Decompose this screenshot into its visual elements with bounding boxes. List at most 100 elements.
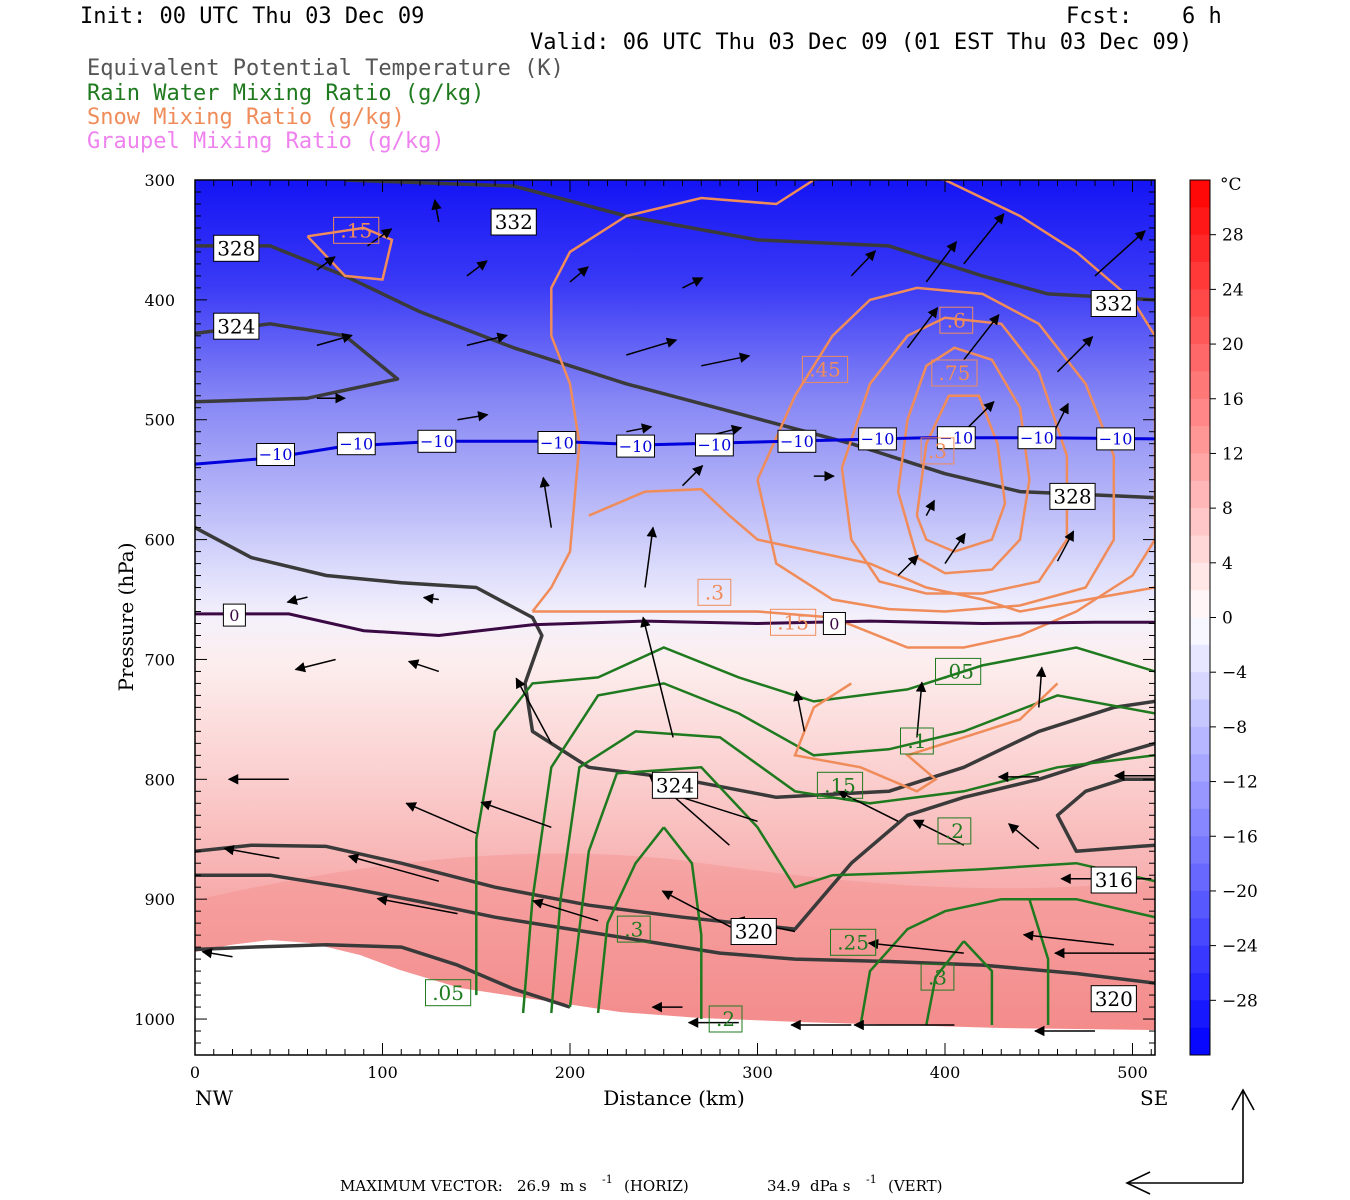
colorbar-band — [1190, 207, 1210, 236]
snow-label-box — [939, 306, 974, 334]
theta-e-label-box — [1049, 482, 1096, 510]
theta-e-contour — [1055, 777, 1155, 853]
valid-time: Valid: 06 UTC Thu 03 Dec 09 (01 EST Thu … — [530, 30, 1193, 55]
snow-label-box — [770, 608, 817, 636]
terrain-mask — [195, 940, 1155, 1055]
colorbar-tick-label: 28 — [1222, 226, 1244, 246]
colorbar-tick-label: 4 — [1222, 554, 1233, 574]
isotherm-label: −10 — [861, 430, 895, 449]
theta-e-contour — [195, 244, 1155, 500]
rain-label-box — [708, 1005, 743, 1033]
colorbar-tick-label: 8 — [1222, 499, 1233, 519]
wind-vector-arrow — [925, 499, 935, 516]
wind-vector-arrow — [837, 790, 899, 822]
colorbar-band — [1190, 371, 1210, 400]
wind-vector-arrow — [626, 423, 653, 434]
isotherm-label: −10 — [619, 437, 653, 456]
wind-vector-arrow — [316, 332, 353, 347]
y-tick-label: 500 — [144, 411, 175, 430]
theta-e-label: 324 — [217, 314, 255, 338]
snow-label-box — [333, 216, 380, 244]
colorbar-tick-label: 16 — [1222, 390, 1244, 410]
wind-vector-arrow — [407, 659, 440, 673]
colorbar-tick-label: −16 — [1222, 827, 1258, 847]
isotherm-label-box — [777, 429, 817, 453]
wind-vector-arrow — [569, 266, 589, 283]
rain-label-box — [900, 727, 934, 755]
colorbar-tick-label: −20 — [1222, 882, 1258, 902]
rain-contour — [1028, 898, 1050, 1025]
rain-label-box — [937, 817, 972, 845]
wind-vector-arrow — [1035, 666, 1047, 708]
isotherm-label-box — [256, 443, 296, 466]
wind-vector-arrow — [681, 464, 704, 487]
wind-vector-arrow — [701, 352, 751, 367]
isotherm-label-box — [1017, 426, 1057, 450]
colorbar-tick-label: −12 — [1222, 773, 1258, 793]
wind-vector-arrow — [347, 853, 440, 882]
colorbar-band — [1190, 754, 1210, 782]
colorbar-band — [1190, 973, 1210, 1001]
isotherm-zero-label-box — [822, 612, 846, 635]
rain-label-box — [616, 915, 651, 943]
snow-label: .45 — [809, 358, 841, 382]
theta-e-label: 332 — [495, 210, 533, 234]
wind-vector-arrow — [466, 260, 488, 277]
forecast-label: Fcst: — [1066, 4, 1133, 29]
colorbar-tick-label: −24 — [1222, 937, 1258, 957]
colorbar-tick-label: −8 — [1222, 718, 1247, 738]
theta-e-label: 332 — [1095, 292, 1133, 316]
snow-label-box — [920, 437, 955, 465]
x-tick-label: 100 — [367, 1063, 398, 1082]
y-tick-label: 900 — [144, 890, 175, 909]
rain-contour — [925, 940, 965, 1026]
max-horiz-value: 26.9 — [517, 1177, 550, 1195]
snow-label-box — [801, 355, 849, 383]
theta-e-label-box — [1090, 290, 1137, 317]
theta-e-contour — [195, 942, 571, 1009]
max-horiz-tag: (HORIZ) — [624, 1177, 689, 1195]
y-tick-label: 1000 — [134, 1010, 175, 1029]
rain-label: .3 — [928, 965, 947, 989]
forecast-hour: 6 h — [1182, 4, 1222, 29]
colorbar-tick-label: −28 — [1222, 991, 1258, 1011]
theta-e-label-box — [651, 771, 699, 799]
max-vector-footer: MAXIMUM VECTOR: 26.9 m s -1 (HORIZ) 34.9… — [340, 1173, 943, 1195]
wind-vector-arrow — [294, 658, 336, 673]
y-tick-label: 400 — [144, 291, 175, 310]
rain-contour — [859, 897, 1155, 1026]
isotherm-label-box — [1096, 427, 1135, 451]
colorbar-band — [1190, 1000, 1210, 1029]
colorbar-tick-label: 20 — [1222, 335, 1244, 355]
rain-contour — [596, 826, 665, 1014]
legend-rain: Rain Water Mixing Ratio (g/kg) — [87, 81, 485, 106]
wind-vector-arrow — [480, 800, 552, 829]
wind-vector-arrow — [793, 690, 806, 732]
colorbar-band — [1190, 890, 1210, 919]
isotherm-label: −10 — [339, 435, 373, 454]
max-vert-unit: dPa s — [810, 1177, 850, 1195]
x-tick-label: 300 — [742, 1063, 773, 1082]
x-end-left-label: NW — [195, 1086, 234, 1110]
rain-contour — [662, 826, 703, 1019]
colorbar-band — [1190, 316, 1210, 345]
theta-e-label: 324 — [656, 774, 694, 798]
isotherm-label: −10 — [1020, 429, 1054, 448]
plot-frame — [194, 179, 1156, 1056]
isotherm-label: −10 — [420, 432, 454, 451]
y-tick-label: 700 — [144, 650, 175, 669]
isotherm-label-box — [336, 432, 376, 456]
isotherm-zero-label-box — [222, 603, 246, 627]
theta-e-label-box — [730, 918, 777, 945]
colorbar-band — [1190, 398, 1210, 427]
wind-vector-arrow — [223, 844, 280, 860]
rain-label: .15 — [824, 774, 856, 798]
colorbar-band — [1190, 590, 1210, 618]
snow-contour — [531, 180, 1155, 649]
reference-horizontal-arrowhead — [1125, 1171, 1151, 1195]
wind-vector-arrow — [867, 938, 964, 954]
snow-label: .6 — [947, 308, 966, 332]
isotherm-zero-label: 0 — [829, 614, 839, 633]
rain-label-box — [816, 771, 864, 799]
